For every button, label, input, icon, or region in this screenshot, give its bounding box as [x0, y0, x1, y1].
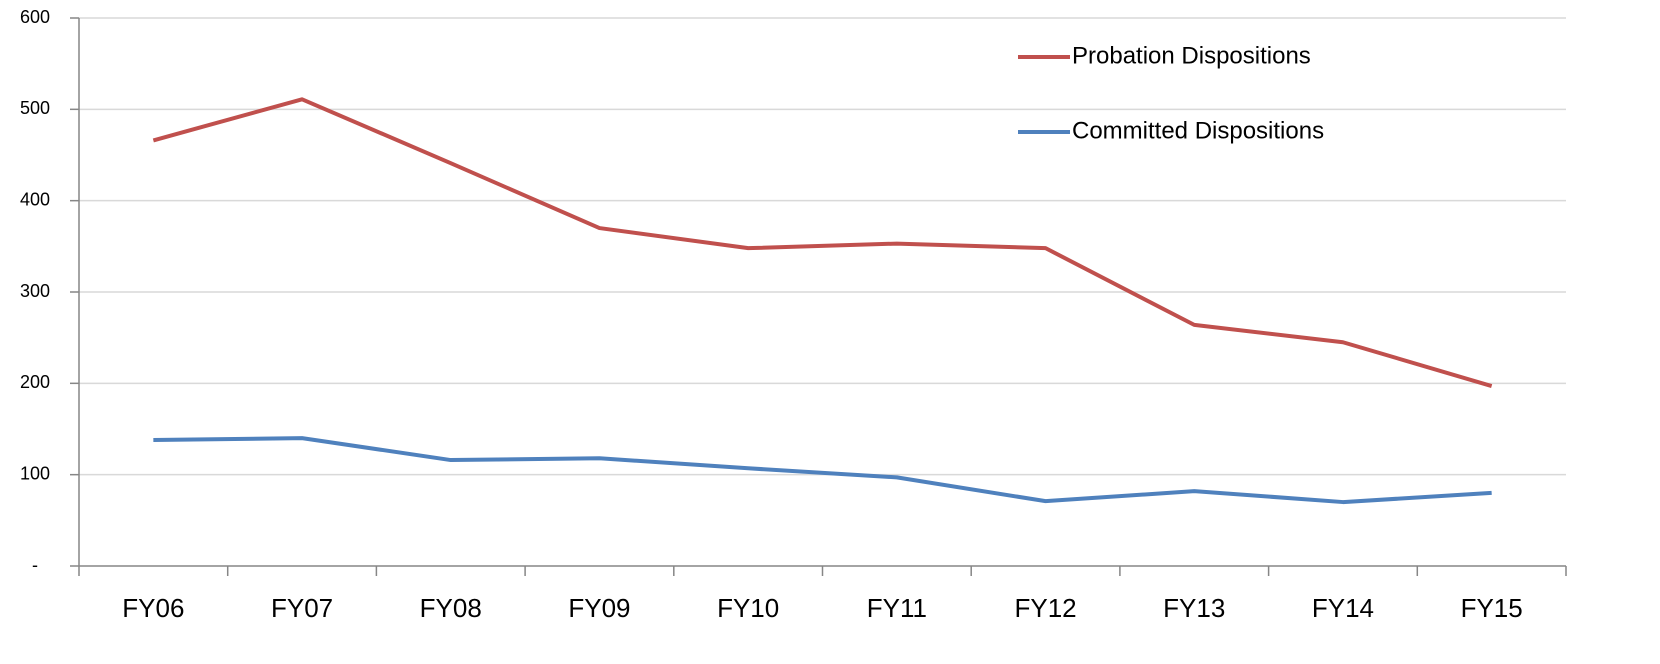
line-series	[153, 436, 1492, 505]
x-tick-label: FY06	[122, 593, 184, 623]
x-tick-label: FY10	[717, 593, 779, 623]
y-tick-label: 600	[20, 7, 50, 27]
y-tick-label: 500	[20, 98, 50, 118]
x-tick-label: FY09	[568, 593, 630, 623]
x-tick-label: FY15	[1461, 593, 1523, 623]
legend-label: Committed Dispositions	[1072, 117, 1324, 144]
y-tick-label: 300	[20, 281, 50, 301]
x-tick-label: FY07	[271, 593, 333, 623]
x-tick-label: FY08	[420, 593, 482, 623]
x-tick-label: FY12	[1014, 593, 1076, 623]
line-series	[152, 97, 1493, 388]
y-tick-label: 100	[20, 463, 50, 483]
y-tick-label: 200	[20, 372, 50, 392]
x-tick-label: FY14	[1312, 593, 1374, 623]
y-tick-label: -	[32, 555, 38, 575]
y-tick-label: 400	[20, 189, 50, 209]
legend-label: Probation Dispositions	[1072, 42, 1311, 69]
x-tick-label: FY13	[1163, 593, 1225, 623]
x-tick-label: FY11	[867, 593, 927, 623]
